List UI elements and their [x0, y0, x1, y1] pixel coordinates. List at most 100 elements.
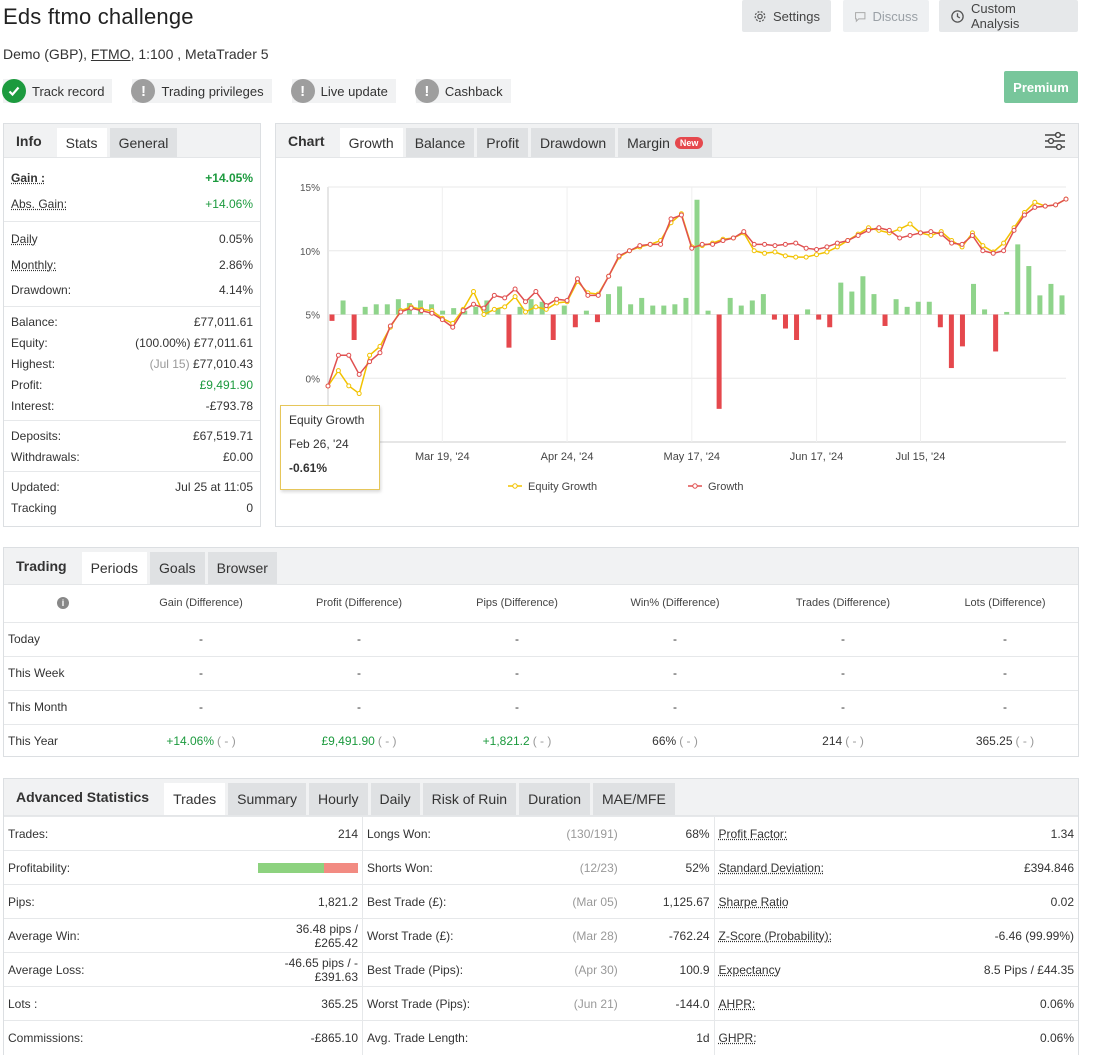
growth-chart[interactable]: 15% 10% 5% 0% Mar 19, '24 Apr 24, '24 May 17, … [276, 159, 1078, 527]
series-point [990, 250, 996, 256]
tab-duration[interactable]: Duration [519, 783, 591, 815]
period-value: £9,491.90 [321, 734, 375, 749]
stat-v3: 0.06% [914, 986, 1078, 1021]
period-cell: - [932, 689, 1078, 724]
tab-stats[interactable]: Stats [56, 128, 107, 157]
y-tick-label: 10% [300, 247, 320, 258]
y-tick-label: 0% [306, 374, 321, 385]
tab-growth[interactable]: Growth [339, 128, 403, 157]
x-tick-label: May 17, '24 [664, 451, 721, 463]
period-value: - [199, 700, 203, 714]
updated-label: Updated: [11, 479, 60, 494]
deposits-value: £67,519.71 [192, 428, 253, 443]
series-point [419, 308, 425, 314]
tab-hourly[interactable]: Hourly [309, 783, 368, 815]
tab-margin[interactable]: Margin New [618, 128, 713, 157]
period-label: This Year [4, 723, 122, 758]
tab-chart[interactable]: Chart [288, 132, 325, 149]
bar-mark [683, 297, 689, 315]
series-point [824, 249, 830, 255]
gain-label[interactable]: Gain : [11, 171, 46, 185]
series-point [980, 243, 986, 249]
profit-label: Profit: [11, 377, 43, 392]
info-icon[interactable]: i [4, 585, 122, 622]
period-cell: +1,821.2( - ) [438, 723, 596, 758]
tab-advanced-statistics[interactable]: Advanced Statistics [16, 789, 150, 805]
bar-mark [782, 314, 788, 329]
badge-live-update[interactable]: ! Live update [290, 79, 396, 103]
highest-value: £77,010.43 [192, 356, 253, 371]
stat-v1 [254, 850, 363, 885]
period-value: - [199, 666, 203, 680]
monthly-label[interactable]: Monthly: [11, 258, 57, 272]
bar-mark [937, 314, 943, 328]
stat-l3[interactable]: Expectancy [714, 952, 915, 987]
series-point [585, 292, 591, 298]
bar-mark [473, 306, 479, 315]
tab-trading[interactable]: Trading [16, 558, 67, 574]
tab-general[interactable]: General [109, 128, 178, 157]
custom-analysis-button[interactable]: Custom Analysis [939, 0, 1078, 32]
stat-v3: -6.46 (99.99%) [914, 918, 1078, 953]
daily-label[interactable]: Daily [11, 232, 38, 246]
badge-track-record[interactable]: Track record [2, 79, 113, 103]
tab-profit[interactable]: Profit [477, 128, 528, 157]
bar-mark [816, 314, 822, 320]
series-point [502, 295, 508, 301]
stat-l3[interactable]: Standard Deviation: [714, 850, 915, 885]
period-cell: - [122, 689, 280, 724]
bar-mark [517, 306, 523, 315]
period-cell: - [754, 655, 932, 690]
balance-value: £77,011.61 [193, 314, 253, 329]
series-point [959, 241, 965, 247]
tab-drawdown[interactable]: Drawdown [530, 128, 616, 157]
stat-d2: (Jun 21) [522, 986, 622, 1021]
stat-l3[interactable]: AHPR: [714, 986, 915, 1021]
tab-trades[interactable]: Trades [164, 783, 226, 815]
broker-link[interactable]: FTMO [90, 46, 131, 62]
tab-info[interactable]: Info [16, 132, 42, 149]
period-cell: - [932, 655, 1078, 690]
col-lots: Lots (Difference) [964, 597, 1046, 610]
period-value: +1,821.2 [482, 734, 530, 749]
series-point [408, 305, 414, 311]
series-point [1011, 227, 1017, 233]
account-info: Demo (GBP), FTMO, 1:100 , MetaTrader 5 [3, 46, 269, 62]
profitability-loss [324, 863, 358, 874]
stat-l3[interactable]: Profit Factor: [714, 816, 915, 851]
stat-l3[interactable]: GHPR: [714, 1020, 915, 1055]
tab-balance[interactable]: Balance [405, 128, 475, 157]
settings-button[interactable]: Settings [742, 0, 831, 32]
equity-label: Equity: [11, 335, 48, 350]
tab-mae-mfe[interactable]: MAE/MFE [593, 783, 675, 815]
bar-mark [1037, 295, 1043, 315]
tab-browser[interactable]: Browser [207, 552, 277, 584]
stat-v3: £394.846 [914, 850, 1078, 885]
bar-mark [771, 314, 777, 320]
badge-cashback[interactable]: ! Cashback [414, 79, 511, 103]
period-label: Today [4, 621, 122, 656]
abs-gain-label[interactable]: Abs. Gain: [11, 197, 68, 211]
tab-periods[interactable]: Periods [81, 552, 148, 584]
tab-risk-of-ruin[interactable]: Risk of Ruin [422, 783, 517, 815]
divider [4, 471, 260, 472]
badge-trading-privileges[interactable]: ! Trading privileges [131, 79, 272, 103]
period-cell: +14.06%( - ) [122, 723, 280, 758]
stat-l3[interactable]: Sharpe Ratio [714, 884, 915, 919]
premium-button[interactable]: Premium [1004, 71, 1078, 103]
discuss-button[interactable]: Discuss [843, 0, 929, 32]
stat-l1: Pips: [4, 884, 254, 919]
period-value: +14.06% [166, 734, 215, 749]
chart-options-icon[interactable] [1044, 124, 1078, 157]
tab-goals[interactable]: Goals [150, 552, 205, 584]
tooltip-title: Equity Growth [289, 413, 365, 427]
series-point [626, 248, 632, 254]
tab-summary[interactable]: Summary [228, 783, 307, 815]
series-point [803, 254, 809, 260]
tab-daily[interactable]: Daily [370, 783, 420, 815]
bar-mark [749, 300, 755, 315]
series-point [1021, 212, 1027, 218]
period-cell: - [932, 621, 1078, 656]
series-point [1053, 202, 1059, 208]
stat-l3[interactable]: Z-Score (Probability): [714, 918, 915, 953]
